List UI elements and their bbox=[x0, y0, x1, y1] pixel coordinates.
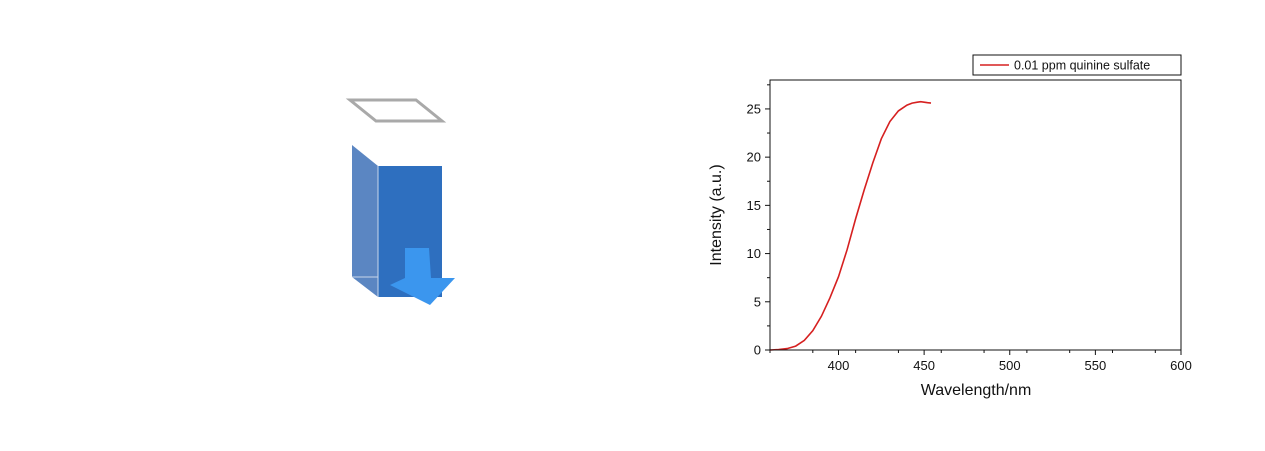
plot-frame bbox=[769, 79, 1182, 351]
x-axis-ticks: 400 450 500 550 600 bbox=[769, 350, 1192, 373]
spectrum-chart: 400 450 500 550 600 0 5 10 15 20 25 Wavelength/nm… bbox=[708, 54, 1192, 399]
cuvette-lid-icon bbox=[345, 98, 447, 123]
legend-label: 0.01 ppm quinine sulfate bbox=[1014, 59, 1150, 73]
cuvette-body-icon bbox=[352, 145, 442, 297]
emission-arrow-icon bbox=[390, 248, 455, 305]
legend-box bbox=[972, 54, 1182, 76]
x-tick-label: 450 bbox=[913, 358, 935, 373]
cuvette-illustration bbox=[345, 98, 455, 305]
series-line bbox=[769, 100, 932, 351]
legend: 0.01 ppm quinine sulfate bbox=[972, 54, 1182, 76]
x-tick-label: 500 bbox=[999, 358, 1021, 373]
y-axis-ticks: 0 5 10 15 20 25 bbox=[747, 84, 770, 358]
y-tick-label: 25 bbox=[747, 101, 761, 116]
x-tick-label: 400 bbox=[828, 358, 850, 373]
y-tick-label: 0 bbox=[754, 343, 761, 358]
x-tick-label: 600 bbox=[1170, 358, 1192, 373]
y-tick-label: 15 bbox=[747, 198, 761, 213]
y-axis-title: Intensity (a.u.) bbox=[708, 164, 725, 265]
y-tick-label: 5 bbox=[754, 294, 761, 309]
x-tick-label: 550 bbox=[1085, 358, 1107, 373]
y-tick-label: 20 bbox=[747, 150, 761, 165]
x-axis-title: Wavelength/nm bbox=[921, 382, 1032, 399]
y-tick-label: 10 bbox=[747, 246, 761, 261]
